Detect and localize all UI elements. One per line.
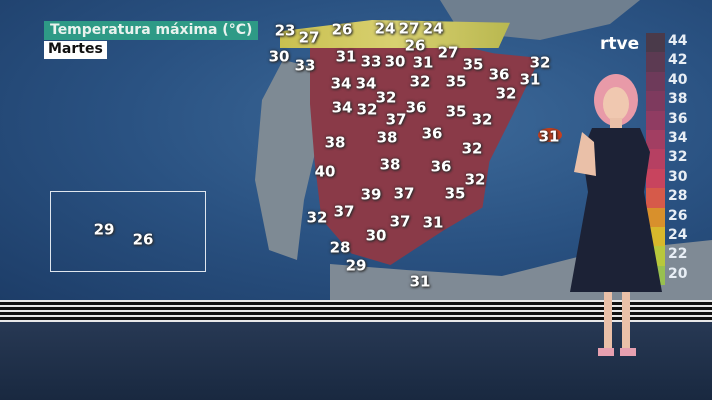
legend-swatch	[646, 110, 665, 130]
legend-swatch	[646, 129, 665, 150]
temp-label: 36	[430, 157, 452, 176]
legend-swatch	[646, 71, 665, 92]
canarias-inset: 29 26	[50, 191, 206, 272]
temp-label: 36	[488, 65, 510, 84]
temp-label: 38	[379, 155, 401, 174]
temp-label: 32	[471, 110, 493, 129]
legend-label: 20	[668, 265, 688, 282]
temp-label: 27	[298, 28, 320, 47]
legend-swatch	[646, 168, 665, 189]
legend-label: 38	[668, 91, 688, 108]
legend-label: 26	[668, 207, 688, 224]
temp-label: 31	[409, 272, 431, 291]
legend-swatch	[646, 91, 665, 111]
temp-label: 29	[93, 220, 115, 239]
temp-label: 32	[495, 84, 517, 103]
temp-label: 26	[132, 230, 154, 249]
temp-label: 35	[444, 184, 466, 203]
temp-label: 31	[538, 127, 560, 146]
legend-swatch	[646, 207, 665, 227]
legend-label: 42	[668, 52, 688, 69]
temp-label: 24	[422, 19, 444, 38]
temp-label: 23	[274, 21, 296, 40]
legend-label: 30	[668, 168, 688, 185]
temp-label: 30	[268, 47, 290, 66]
temp-label: 30	[365, 226, 387, 245]
temp-label: 32	[306, 208, 328, 227]
temp-label: 33	[294, 56, 316, 75]
temp-label: 37	[385, 110, 407, 129]
legend-label: 36	[668, 110, 688, 127]
temp-label: 27	[437, 43, 459, 62]
temp-label: 36	[405, 98, 427, 117]
temp-label: 35	[462, 55, 484, 74]
temp-label: 31	[422, 213, 444, 232]
legend-swatch	[646, 52, 665, 72]
rtve-logo: rtve	[600, 34, 640, 54]
temp-label: 35	[445, 72, 467, 91]
temp-label: 30	[384, 52, 406, 71]
temp-label: 29	[345, 256, 367, 275]
temp-label: 31	[335, 47, 357, 66]
legend-label: 40	[668, 71, 688, 88]
temp-label: 24	[374, 19, 396, 38]
legend-label: 34	[668, 130, 688, 146]
temp-label: 37	[393, 184, 415, 203]
temp-label: 40	[314, 162, 336, 181]
temp-label: 28	[329, 238, 351, 257]
baleares-land	[538, 128, 562, 142]
presenter	[570, 74, 662, 356]
temp-label: 27	[398, 19, 420, 38]
legend-label: 32	[668, 149, 688, 166]
studio-stripe	[0, 300, 712, 322]
legend-label: 22	[668, 246, 688, 263]
legend-label: 28	[668, 188, 688, 205]
temp-label: 34	[330, 74, 352, 93]
temp-label: 36	[421, 124, 443, 143]
legend-label: 44	[668, 33, 688, 49]
legend-swatch	[646, 149, 665, 169]
temp-label: 37	[333, 202, 355, 221]
studio-floor-reflection	[0, 322, 712, 400]
temp-label: 32	[356, 100, 378, 119]
temp-label: 38	[324, 133, 346, 152]
temp-label: 37	[389, 212, 411, 231]
temp-label: 26	[331, 20, 353, 39]
day-label: Martes	[44, 41, 107, 59]
temp-label: 32	[409, 72, 431, 91]
legend-swatch	[646, 33, 665, 53]
legend-swatch	[646, 188, 665, 208]
temp-label: 33	[360, 52, 382, 71]
temp-label: 39	[360, 185, 382, 204]
temp-label: 35	[445, 102, 467, 121]
weather-map: 23 27 26 24 27 24 26 30 33 31 33 30 31 27 35 32 34 34 32 35…	[0, 0, 712, 300]
map-title: Temperatura máxima (°C)	[44, 21, 259, 40]
temp-label: 32	[375, 88, 397, 107]
temp-label: 32	[461, 139, 483, 158]
temp-label: 26	[404, 36, 426, 55]
temp-label: 32	[464, 170, 486, 189]
temp-label: 34	[355, 74, 377, 93]
legend-label: 24	[668, 227, 688, 243]
temp-label: 32	[529, 53, 551, 72]
temp-label: 34	[331, 98, 353, 117]
temp-label: 31	[412, 53, 434, 72]
temp-label: 38	[376, 128, 398, 147]
temp-label: 31	[519, 70, 541, 89]
